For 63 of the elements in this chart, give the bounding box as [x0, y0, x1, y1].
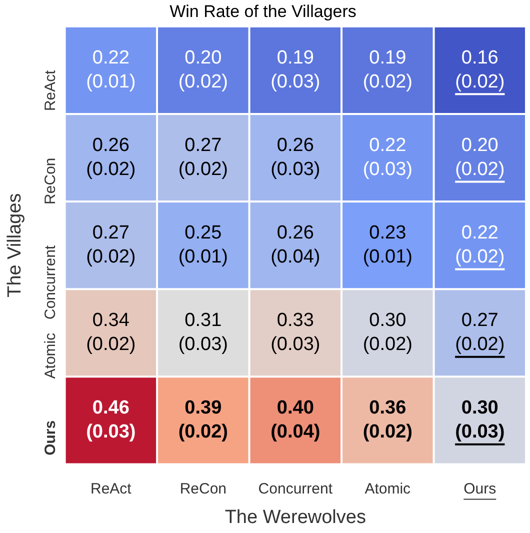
data-label: 0.31	[184, 310, 222, 332]
annotation: (0.02)	[455, 71, 505, 92]
y-axis-title: The Villages	[4, 193, 26, 298]
annotation: (0.02)	[86, 334, 136, 356]
y-tick-label: Atomic	[42, 332, 59, 379]
annotation: (0.02)	[86, 158, 136, 180]
data-label: 0.25	[184, 222, 222, 244]
x-tick-label: ReCon	[180, 480, 227, 498]
annotation: (0.02)	[455, 158, 505, 180]
data-label: 0.19	[369, 47, 406, 68]
annotation: (0.03)	[270, 334, 320, 356]
x-axis-title: The Werewolves	[224, 506, 366, 528]
y-tick-label: ReCon	[42, 158, 59, 204]
data-label: 0.26	[276, 222, 314, 244]
annotation: (0.02)	[178, 71, 228, 92]
x-tick-label: Concurrent	[258, 480, 334, 498]
data-label: 0.30	[461, 398, 498, 419]
annotation: (0.02)	[455, 334, 505, 356]
annotation: (0.01)	[178, 246, 228, 268]
annotation: (0.03)	[270, 158, 320, 180]
data-label: 0.19	[276, 47, 314, 68]
data-label: 0.22	[369, 134, 406, 156]
data-label: 0.46	[92, 398, 130, 419]
data-label: 0.26	[92, 134, 130, 156]
x-tick-label: ReAct	[90, 480, 132, 498]
annotation: (0.03)	[455, 422, 505, 443]
data-label: 0.34	[92, 310, 130, 332]
annotation: (0.04)	[270, 422, 320, 443]
annotation: (0.02)	[455, 246, 505, 268]
data-label: 0.27	[92, 222, 130, 244]
data-label: 0.27	[184, 134, 222, 156]
annotation: (0.02)	[178, 422, 228, 443]
annotation: (0.02)	[362, 422, 412, 443]
annotation: (0.02)	[362, 71, 412, 92]
annotation: (0.03)	[270, 71, 320, 92]
data-label: 0.33	[276, 310, 314, 332]
x-tick-label: Atomic	[364, 480, 412, 498]
y-tick-label: Ours	[42, 420, 59, 456]
data-label: 0.30	[369, 310, 406, 332]
annotation: (0.02)	[362, 334, 412, 356]
annotation: (0.02)	[86, 246, 136, 268]
data-label: 0.22	[461, 222, 498, 244]
annotation: (0.02)	[178, 158, 228, 180]
data-label: 0.23	[369, 222, 406, 244]
data-label: 0.16	[461, 47, 498, 68]
chart-title: Win Rate of the Villagers	[170, 2, 356, 21]
data-label: 0.26	[276, 134, 314, 156]
annotation: (0.03)	[178, 334, 228, 356]
annotation: (0.03)	[362, 158, 412, 180]
data-label: 0.22	[92, 47, 130, 68]
annotation: (0.01)	[362, 246, 412, 268]
data-label: 0.20	[184, 47, 222, 68]
annotation: (0.01)	[86, 71, 136, 92]
y-tick-label: Concurrent	[42, 244, 59, 320]
annotation: (0.03)	[86, 422, 136, 443]
annotation: (0.04)	[270, 246, 320, 268]
y-tick-label: ReAct	[42, 69, 59, 112]
data-label: 0.20	[461, 134, 498, 156]
data-label: 0.39	[184, 398, 222, 419]
data-label: 0.36	[369, 398, 406, 419]
data-label: 0.27	[461, 310, 498, 332]
x-tick-label: Ours	[464, 480, 496, 498]
data-label: 0.40	[276, 398, 314, 419]
